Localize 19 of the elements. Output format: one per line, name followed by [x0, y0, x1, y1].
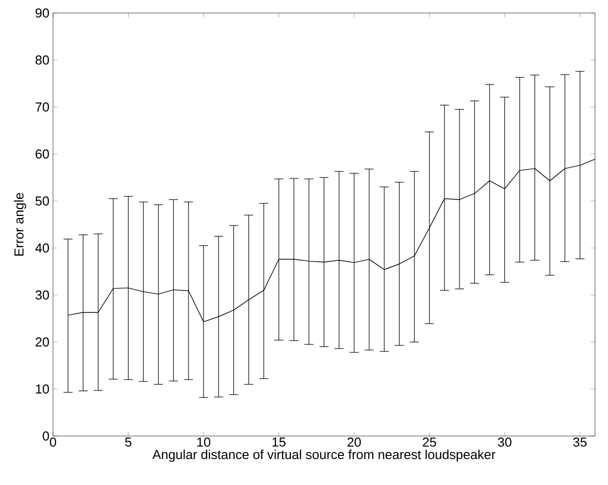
- x-tick-label: 5: [125, 438, 132, 447]
- x-tick-label: 25: [422, 438, 436, 447]
- x-tick-label: 15: [272, 438, 286, 447]
- y-tick-label: 70: [36, 102, 49, 112]
- y-axis-title: Error angle: [14, 192, 26, 256]
- x-tick-label: 35: [573, 438, 587, 447]
- x-tick-label: 20: [348, 438, 361, 447]
- y-tick-label: 90: [36, 8, 49, 18]
- y-tick-label: 10: [36, 384, 49, 394]
- x-tick-label: 30: [498, 438, 512, 447]
- x-tick-label: 0: [50, 438, 56, 447]
- y-tick-label: 20: [36, 337, 49, 347]
- y-tick-label: 50: [36, 196, 49, 206]
- y-tick-label: 30: [36, 290, 49, 300]
- y-tick-label: 80: [36, 55, 49, 65]
- y-tick-label: 40: [35, 243, 49, 253]
- x-tick-label: 10: [197, 438, 210, 447]
- y-tick-label: 60: [36, 149, 49, 159]
- x-axis-title: Angular distance of virtual source from nearest loudspeaker: [152, 450, 496, 462]
